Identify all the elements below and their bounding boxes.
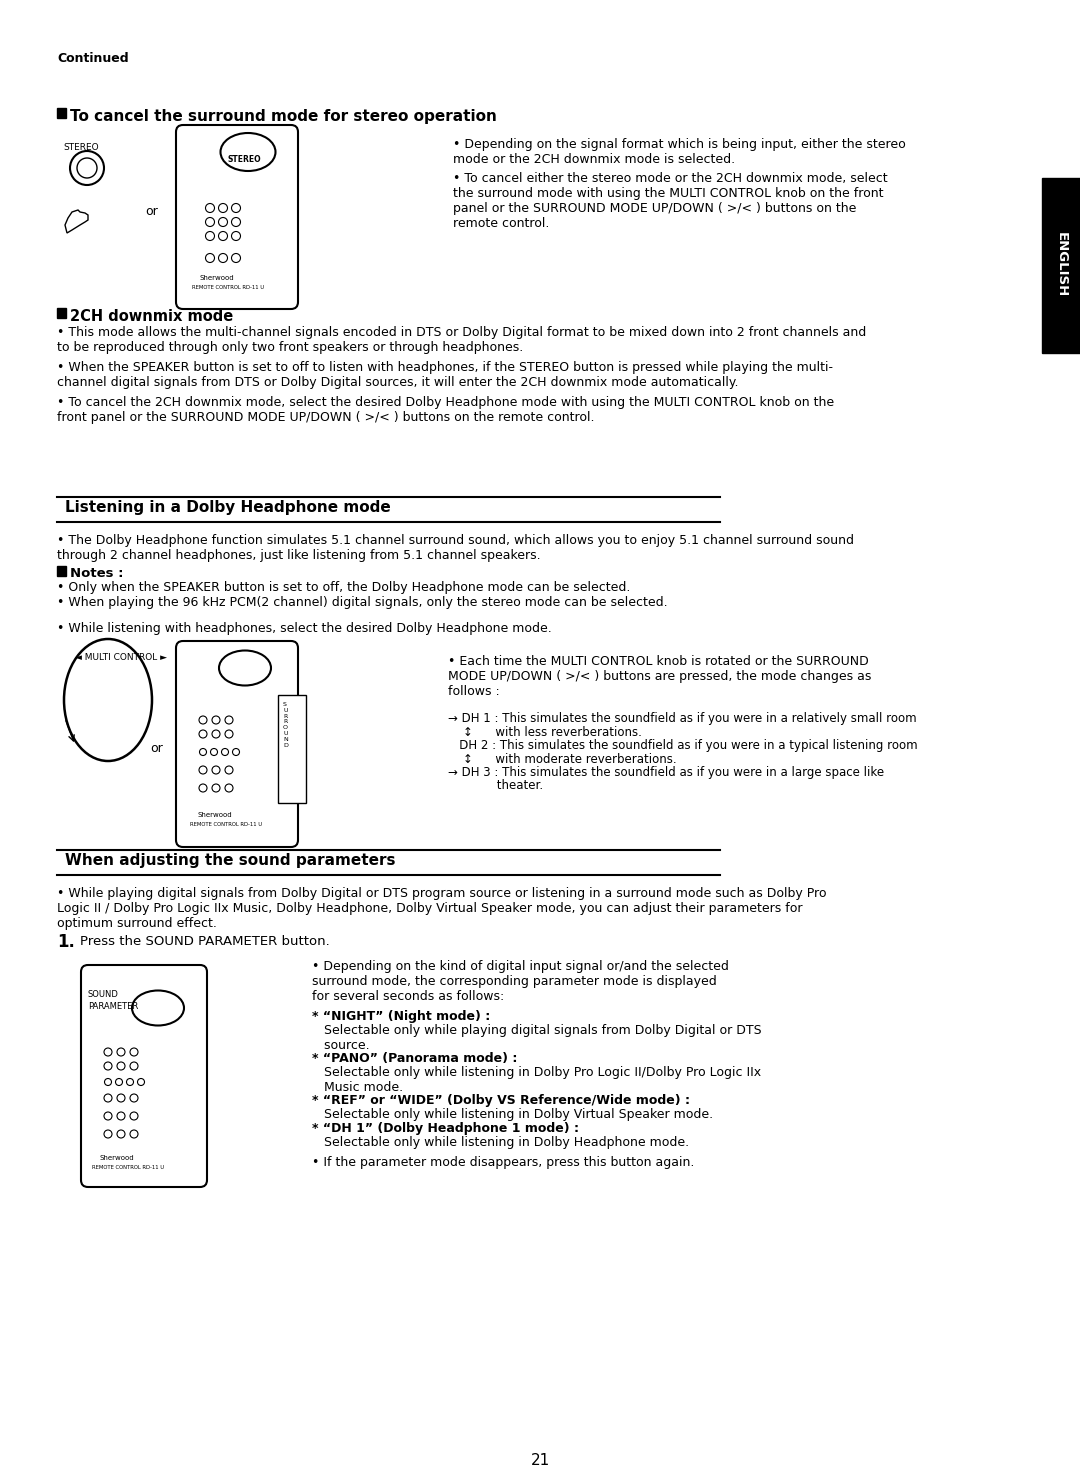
Text: • Only when the SPEAKER button is set to off, the Dolby Headphone mode can be se: • Only when the SPEAKER button is set to… xyxy=(57,581,631,595)
Bar xyxy=(278,695,306,803)
Text: Sherwood: Sherwood xyxy=(198,812,232,818)
Text: ↕      with moderate reverberations.: ↕ with moderate reverberations. xyxy=(448,753,677,766)
Text: 21: 21 xyxy=(530,1452,550,1469)
Text: Selectable only while listening in Dolby Headphone mode.: Selectable only while listening in Dolby… xyxy=(312,1136,689,1149)
Text: 1.: 1. xyxy=(57,933,75,951)
Text: • This mode allows the multi-channel signals encoded in DTS or Dolby Digital for: • This mode allows the multi-channel sig… xyxy=(57,325,866,353)
FancyBboxPatch shape xyxy=(176,126,298,309)
Text: Selectable only while listening in Dolby Pro Logic II/Dolby Pro Logic IIx
   Mus: Selectable only while listening in Dolby… xyxy=(312,1066,761,1094)
Bar xyxy=(57,566,66,575)
Text: theater.: theater. xyxy=(448,779,543,791)
Bar xyxy=(57,108,66,118)
Text: STEREO: STEREO xyxy=(63,143,98,152)
Text: Listening in a Dolby Headphone mode: Listening in a Dolby Headphone mode xyxy=(65,500,391,515)
Text: DH 2 : This simulates the soundfield as if you were in a typical listening room: DH 2 : This simulates the soundfield as … xyxy=(448,740,918,751)
Text: • If the parameter mode disappears, press this button again.: • If the parameter mode disappears, pres… xyxy=(312,1157,694,1168)
Text: Sherwood: Sherwood xyxy=(200,275,234,281)
Text: Selectable only while playing digital signals from Dolby Digital or DTS
   sourc: Selectable only while playing digital si… xyxy=(312,1023,761,1052)
Text: Continued: Continued xyxy=(57,52,129,65)
Bar xyxy=(1042,177,1080,353)
Text: • When playing the 96 kHz PCM(2 channel) digital signals, only the stereo mode c: • When playing the 96 kHz PCM(2 channel)… xyxy=(57,596,667,609)
Text: or: or xyxy=(150,742,163,754)
Text: • While listening with headphones, select the desired Dolby Headphone mode.: • While listening with headphones, selec… xyxy=(57,623,552,634)
Text: → DH 3 : This simulates the soundfield as if you were in a large space like: → DH 3 : This simulates the soundfield a… xyxy=(448,766,885,779)
Text: * “NIGHT” (Night mode) :: * “NIGHT” (Night mode) : xyxy=(312,1010,490,1023)
Text: • To cancel either the stereo mode or the 2CH downmix mode, select
the surround : • To cancel either the stereo mode or th… xyxy=(453,172,888,231)
Text: • Depending on the kind of digital input signal or/and the selected
surround mod: • Depending on the kind of digital input… xyxy=(312,960,729,1003)
Text: • When the SPEAKER button is set to off to listen with headphones, if the STEREO: • When the SPEAKER button is set to off … xyxy=(57,361,833,389)
FancyBboxPatch shape xyxy=(81,964,207,1188)
Text: Sherwood: Sherwood xyxy=(100,1155,135,1161)
Text: ↕      with less reverberations.: ↕ with less reverberations. xyxy=(448,726,642,740)
Text: Press the SOUND PARAMETER button.: Press the SOUND PARAMETER button. xyxy=(80,935,329,948)
Text: * “PANO” (Panorama mode) :: * “PANO” (Panorama mode) : xyxy=(312,1052,517,1065)
Text: or: or xyxy=(145,206,158,217)
Text: • The Dolby Headphone function simulates 5.1 channel surround sound, which allow: • The Dolby Headphone function simulates… xyxy=(57,534,854,562)
Text: SOUND: SOUND xyxy=(87,989,119,998)
Text: • To cancel the 2CH downmix mode, select the desired Dolby Headphone mode with u: • To cancel the 2CH downmix mode, select… xyxy=(57,396,834,424)
Text: REMOTE CONTROL RD-11 U: REMOTE CONTROL RD-11 U xyxy=(92,1165,164,1170)
Text: • While playing digital signals from Dolby Digital or DTS program source or list: • While playing digital signals from Dol… xyxy=(57,887,826,930)
Text: STEREO: STEREO xyxy=(228,155,261,164)
Text: PARAMETER: PARAMETER xyxy=(87,1001,138,1012)
Bar xyxy=(57,308,66,318)
Text: S
U
R
R
O
U
N
D: S U R R O U N D xyxy=(283,703,288,747)
Text: Notes :: Notes : xyxy=(70,566,123,580)
Text: • Depending on the signal format which is being input, either the stereo
mode or: • Depending on the signal format which i… xyxy=(453,138,906,166)
Text: 2CH downmix mode: 2CH downmix mode xyxy=(70,309,233,324)
Text: * “REF” or “WIDE” (Dolby VS Reference/Wide mode) :: * “REF” or “WIDE” (Dolby VS Reference/Wi… xyxy=(312,1094,690,1106)
Text: • Each time the MULTI CONTROL knob is rotated or the SURROUND
MODE UP/DOWN ( >/<: • Each time the MULTI CONTROL knob is ro… xyxy=(448,655,872,698)
Text: Selectable only while listening in Dolby Virtual Speaker mode.: Selectable only while listening in Dolby… xyxy=(312,1108,713,1121)
Text: * “DH 1” (Dolby Headphone 1 mode) :: * “DH 1” (Dolby Headphone 1 mode) : xyxy=(312,1123,579,1134)
Text: → DH 1 : This simulates the soundfield as if you were in a relatively small room: → DH 1 : This simulates the soundfield a… xyxy=(448,711,917,725)
Polygon shape xyxy=(65,210,87,234)
Text: ◄ MULTI CONTROL ►: ◄ MULTI CONTROL ► xyxy=(75,654,167,663)
Text: ENGLISH: ENGLISH xyxy=(1054,232,1067,297)
FancyBboxPatch shape xyxy=(176,640,298,847)
Text: When adjusting the sound parameters: When adjusting the sound parameters xyxy=(65,853,395,868)
Text: REMOTE CONTROL RD-11 U: REMOTE CONTROL RD-11 U xyxy=(190,822,262,827)
Text: To cancel the surround mode for stereo operation: To cancel the surround mode for stereo o… xyxy=(70,109,497,124)
Text: REMOTE CONTROL RD-11 U: REMOTE CONTROL RD-11 U xyxy=(192,285,265,290)
